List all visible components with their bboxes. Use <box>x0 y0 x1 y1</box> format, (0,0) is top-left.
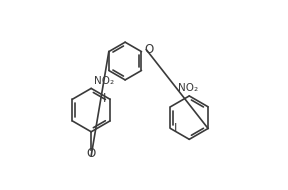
Text: I: I <box>174 122 177 135</box>
Text: O: O <box>87 147 96 160</box>
Text: NO₂: NO₂ <box>178 83 198 93</box>
Text: O: O <box>145 43 154 56</box>
Text: NO₂: NO₂ <box>94 76 114 86</box>
Text: I: I <box>103 92 106 105</box>
